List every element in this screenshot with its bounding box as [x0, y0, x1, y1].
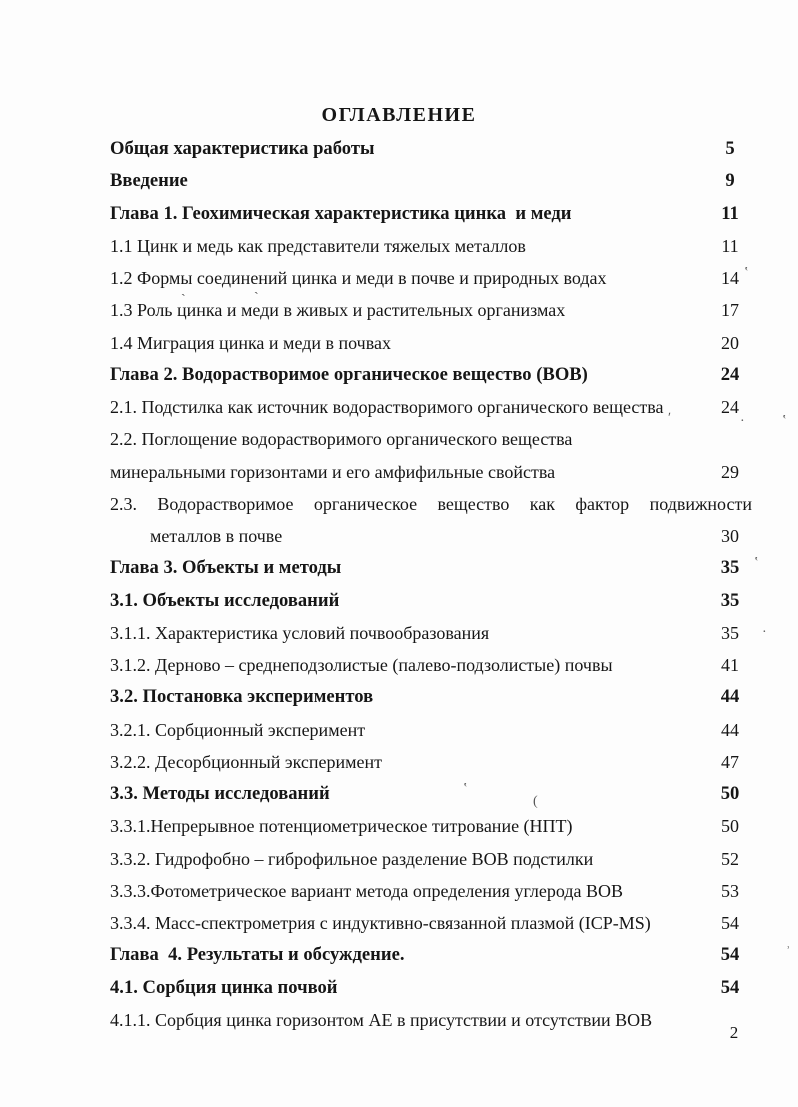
toc-entry-title: 4.1.1. Сорбция цинка горизонтом АЕ в при… — [110, 1009, 653, 1030]
scan-mark: ʾ — [786, 945, 791, 960]
scan-mark: ʽ — [754, 555, 759, 570]
toc-entry-page: 54 — [720, 944, 740, 966]
toc-entry-page: 24 — [721, 397, 739, 417]
toc-entry-title: 4.1. Сорбция цинка почвой — [110, 976, 338, 998]
toc-entry: 3.3.2. Гидрофобно – гиброфильное разделе… — [110, 843, 752, 875]
toc-entry: Общая характеристика работы 5 — [110, 133, 752, 165]
toc-entry-title: Глава 4. Результаты и обсуждение. — [110, 944, 405, 966]
toc-entry-page: 54 — [720, 976, 740, 998]
toc-entry: 2.2. Поглощение водорастворимого органич… — [110, 423, 752, 455]
toc-entry-title: металлов в почве — [150, 526, 283, 546]
toc-entry-page: 53 — [721, 880, 739, 901]
toc-entry: 1.1 Цинк и медь как представители тяжелы… — [110, 230, 752, 262]
toc-entry-title: Глава 3. Объекты и методы — [110, 557, 342, 579]
toc-entry: 3.2.1. Сорбционный эксперимент 44 — [110, 714, 752, 746]
toc-entry-title: 3.2.1. Сорбционный эксперимент — [110, 719, 366, 740]
toc-entry-page: 20 — [721, 332, 739, 353]
toc-entry-page: 9 — [725, 170, 735, 192]
toc-entry-title: 2.3. Водорастворимое органическое вещест… — [110, 493, 752, 514]
toc-list: Общая характеристика работы 5 Введение 9… — [110, 133, 752, 1036]
toc-entry-title: 3.2.2. Десорбционный эксперимент — [110, 751, 382, 772]
toc-entry-page: 24 — [720, 363, 740, 385]
toc-entry: 3.3.1.Непрерывное потенциометрическое ти… — [110, 810, 752, 842]
toc-entry-title: 2.1. Подстилка как источник водораствори… — [110, 397, 664, 417]
toc-entry-page: 44 — [721, 719, 739, 740]
toc-entry-page: 35 — [721, 622, 739, 643]
toc-entry-title: 3.3. Методы исследований — [110, 783, 330, 804]
toc-entry-title: 3.3.3.Фотометрическое вариант метода опр… — [110, 880, 624, 901]
toc-entry: металлов в почве 30 — [110, 520, 752, 552]
toc-entry-title: Глава 1. Геохимическая характеристика ци… — [110, 202, 572, 224]
toc-entry-page: 50 — [721, 816, 739, 837]
toc-entry: 3.3.3.Фотометрическое вариант метода опр… — [110, 875, 752, 907]
toc-entry-title: 1.2 Формы соединений цинка и меди в почв… — [110, 268, 607, 288]
toc-entry-title: 3.1.2. Дерново – среднеподзолистые (пале… — [110, 655, 613, 675]
toc-entry-title: 3.3.1.Непрерывное потенциометрическое ти… — [110, 816, 573, 837]
toc-entry-page: 5 — [725, 138, 735, 159]
scan-mark: ʽ — [782, 413, 787, 428]
toc-entry-page: 35 — [720, 589, 740, 611]
toc-entry-title: 3.1.1. Характеристика условий почвообраз… — [110, 622, 490, 643]
toc-entry-page: 44 — [720, 686, 740, 708]
toc-entry: 1.4 Миграция цинка и меди в почвах 20 — [110, 327, 752, 359]
toc-entry: минеральными горизонтами и его амфифильн… — [110, 456, 752, 488]
toc-entry-title: 3.2. Постановка экспериментов — [110, 686, 374, 708]
page-number: 2 — [729, 1023, 739, 1042]
toc-entry: 3.2.2. Десорбционный эксперимент 47 — [110, 746, 752, 778]
toc-entry: 4.1.1. Сорбция цинка горизонтом АЕ в при… — [110, 1004, 752, 1036]
toc-entry-title: 1.4 Миграция цинка и меди в почвах — [110, 332, 391, 353]
toc-entry: 1.3 Роль цинка и меди в живых и растител… — [110, 294, 752, 326]
contents-title: ОГЛАВЛЕНИЕ — [321, 104, 477, 126]
toc-entry-title: 1.1 Цинк и медь как представители тяжелы… — [110, 235, 526, 256]
toc-entry-page: 52 — [721, 848, 739, 869]
scan-mark: · — [762, 625, 767, 640]
toc-entry: Глава 2. Водорастворимое органическое ве… — [110, 359, 752, 391]
toc-entry: 2.1. Подстилка как источник водораствори… — [110, 391, 752, 423]
toc-entry: 1.2 Формы соединений цинка и меди в почв… — [110, 262, 752, 294]
toc-entry: 3.1. Объекты исследований 35 — [110, 585, 752, 617]
toc-entry-title: 3.1. Объекты исследований — [110, 589, 340, 611]
toc-entry-page: 17 — [721, 300, 739, 321]
toc-entry: 2.3. Водорастворимое органическое вещест… — [110, 488, 752, 520]
toc-entry-title: Введение — [110, 170, 188, 192]
toc-entry-title: Общая характеристика работы — [110, 138, 375, 159]
toc-entry-title: Глава 2. Водорастворимое органическое ве… — [110, 363, 588, 385]
toc-entry-title: 1.3 Роль цинка и меди в живых и растител… — [110, 300, 566, 321]
toc-entry: 3.1.2. Дерново – среднеподзолистые (пале… — [110, 649, 752, 681]
toc-entry-title: 3.3.4. Масс-спектрометрия с индуктивно-с… — [110, 913, 651, 933]
toc-entry: 3.1.1. Характеристика условий почвообраз… — [110, 617, 752, 649]
toc-entry: 3.3. Методы исследований 50 — [110, 778, 752, 810]
toc-entry: 3.3.4. Масс-спектрометрия с индуктивно-с… — [110, 907, 752, 939]
toc-entry-page: 11 — [721, 202, 739, 224]
toc-entry-title: 2.2. Поглощение водорастворимого органич… — [110, 429, 573, 450]
toc-entry: Глава 1. Геохимическая характеристика ци… — [110, 198, 752, 230]
toc-entry-page: 11 — [721, 235, 739, 256]
toc-entry-page: 47 — [721, 751, 739, 772]
toc-entry-title: минеральными горизонтами и его амфифильн… — [110, 461, 556, 482]
toc-entry-page: 30 — [721, 526, 739, 546]
toc-entry: Глава 4. Результаты и обсуждение. 54 — [110, 939, 752, 971]
toc-entry-page: 41 — [721, 655, 739, 675]
toc-entry: 3.2. Постановка экспериментов 44 — [110, 681, 752, 713]
toc-entry-page: 29 — [721, 461, 739, 482]
toc-entry: Введение 9 — [110, 165, 752, 197]
toc-entry: Глава 3. Объекты и методы 35 — [110, 552, 752, 584]
toc-entry-page: 35 — [720, 557, 740, 579]
toc-entry: 4.1. Сорбция цинка почвой 54 — [110, 972, 752, 1004]
toc-entry-page: 14 — [721, 268, 739, 288]
toc-entry-title: 3.3.2. Гидрофобно – гиброфильное разделе… — [110, 848, 594, 869]
toc-entry-page: 50 — [720, 783, 740, 804]
toc-entry-page: 54 — [721, 913, 739, 933]
